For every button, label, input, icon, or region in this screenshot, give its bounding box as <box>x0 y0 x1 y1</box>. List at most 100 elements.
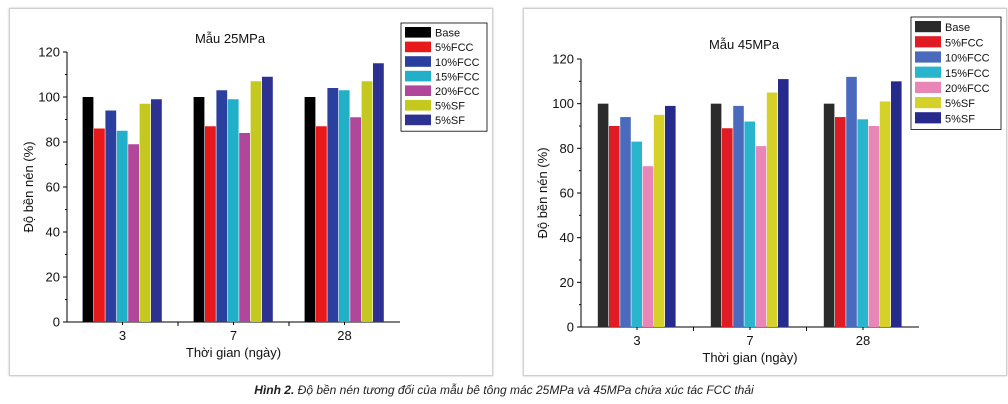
bar-5fcc-3 <box>94 128 105 322</box>
legend-label: 5%SF <box>945 113 975 125</box>
legend-swatch <box>915 36 941 48</box>
legend-swatch <box>405 70 431 82</box>
legend-label: 10%FCC <box>945 53 990 65</box>
bar-5sf-28 <box>361 81 373 322</box>
legend-swatch <box>405 85 431 96</box>
legend-label: 10%FCC <box>435 57 480 69</box>
legend-label: 5%FCC <box>945 37 984 49</box>
figure-caption: Hình 2. Độ bền nén tương đối của mẫu bê … <box>0 383 1008 397</box>
bar-20fcc-3 <box>642 166 654 327</box>
x-axis-label: Thời gian (ngày) <box>186 345 281 360</box>
legend-label: 20%FCC <box>945 83 990 95</box>
bar-5sf-3 <box>151 99 162 322</box>
y-tick-label: 60 <box>560 186 574 201</box>
bar-15fcc-3 <box>631 141 642 327</box>
chart-title: Mẫu 45MPa <box>709 37 780 52</box>
bar-5sf-7 <box>766 92 778 327</box>
bar-5sf-7 <box>262 76 273 322</box>
bar-5sf-3 <box>139 103 151 322</box>
legend-label: 20%FCC <box>435 86 480 98</box>
legend-label: 5%SF <box>435 101 465 113</box>
x-tick-label: 28 <box>337 328 351 343</box>
bar-5sf-28 <box>373 63 384 322</box>
bar-5fcc-28 <box>835 117 846 327</box>
legend-swatch <box>405 41 431 53</box>
y-tick-label: 20 <box>560 275 574 290</box>
x-tick-label: 3 <box>119 328 126 343</box>
legend-swatch <box>915 51 941 63</box>
chart-title: Mẫu 25MPa <box>195 31 266 46</box>
bar-10fcc-3 <box>620 117 631 327</box>
y-tick-label: 40 <box>46 225 60 240</box>
bar-15fcc-3 <box>116 130 128 322</box>
y-axis-label: Độ bền nén (%) <box>21 141 36 232</box>
y-tick-label: 20 <box>46 270 60 285</box>
caption-label: Hình 2. <box>254 383 295 397</box>
bar-5sf-28 <box>879 101 891 327</box>
legend-label: 15%FCC <box>945 68 990 80</box>
x-tick-label: 3 <box>633 333 640 348</box>
y-tick-label: 100 <box>38 90 60 105</box>
legend-swatch <box>915 81 941 93</box>
chart-panel-25mpa: Mẫu 25MPa 0 20 40 60 80 100 120 Độ bền nén (%) 3 7… <box>9 8 493 376</box>
y-tick-label: 80 <box>560 141 574 156</box>
legend-swatch <box>405 100 431 111</box>
chart-panel-45mpa: Mẫu 45MPa 0 20 40 60 80 100 120 Độ bền nén (%) 3 7… <box>523 8 1007 376</box>
y-axis-label: Độ bền nén (%) <box>535 147 550 238</box>
bar-5fcc-7 <box>722 128 733 327</box>
y-tick-label: 80 <box>46 135 60 150</box>
legend-label: Base <box>945 22 970 34</box>
bar-20fcc-28 <box>868 126 880 327</box>
caption-text: Độ bền nén tương đối của mẫu bê tông mác… <box>297 383 754 397</box>
legend-label: 15%FCC <box>435 71 480 83</box>
y-tick-label: 0 <box>53 315 60 330</box>
bar-20fcc-3 <box>128 144 139 322</box>
bar-5fcc-3 <box>609 126 620 327</box>
y-tick-label: 40 <box>560 230 574 245</box>
y-tick-label: 120 <box>38 45 60 60</box>
bar-10fcc-7 <box>216 90 228 322</box>
x-axis-label: Thời gian (ngày) <box>702 350 797 365</box>
y-tick-label: 60 <box>46 180 60 195</box>
bar-base-7 <box>193 97 205 322</box>
legend-swatch <box>405 27 431 38</box>
bar-15fcc-7 <box>227 99 239 322</box>
x-tick-label: 7 <box>230 328 237 343</box>
bar-10fcc-7 <box>733 105 744 328</box>
bar-10fcc-3 <box>105 110 117 322</box>
bar-base-3 <box>597 103 609 328</box>
bar-5fcc-7 <box>205 126 216 322</box>
bar-10fcc-28 <box>327 88 339 322</box>
bar-base-28 <box>304 97 316 322</box>
bar-20fcc-28 <box>350 117 361 322</box>
bar-chart-45mpa: Mẫu 45MPa 0 20 40 60 80 100 120 Độ bền nén (%) 3 7… <box>535 16 1002 365</box>
bar-base-3 <box>82 97 94 322</box>
bar-5sf-3 <box>653 114 665 327</box>
bar-5sf-7 <box>778 79 789 327</box>
legend-swatch <box>405 56 431 67</box>
bar-20fcc-7 <box>755 146 767 327</box>
bar-15fcc-28 <box>338 90 350 322</box>
bar-5fcc-28 <box>316 126 327 322</box>
bar-base-28 <box>823 103 835 328</box>
x-tick-label: 28 <box>856 333 870 348</box>
bar-5sf-28 <box>891 81 902 327</box>
bar-15fcc-28 <box>857 119 868 327</box>
legend-swatch <box>405 114 431 126</box>
bar-10fcc-28 <box>846 76 857 327</box>
y-tick-label: 0 <box>567 320 574 335</box>
y-tick-label: 120 <box>552 52 574 67</box>
bar-chart-25mpa: Mẫu 25MPa 0 20 40 60 80 100 120 Độ bền nén (%) 3 7… <box>21 22 488 360</box>
legend-swatch <box>915 112 941 124</box>
bar-base-7 <box>710 103 722 328</box>
legend-label: 5%FCC <box>435 42 474 54</box>
legend-swatch <box>915 21 941 33</box>
bar-5sf-3 <box>665 105 676 328</box>
legend-label: 5%SF <box>435 115 465 127</box>
legend-swatch <box>915 66 941 78</box>
bar-5sf-7 <box>250 81 262 322</box>
legend-label: Base <box>435 28 460 40</box>
legend-label: 5%SF <box>945 98 975 110</box>
y-tick-label: 100 <box>552 96 574 111</box>
bar-15fcc-7 <box>744 121 755 328</box>
